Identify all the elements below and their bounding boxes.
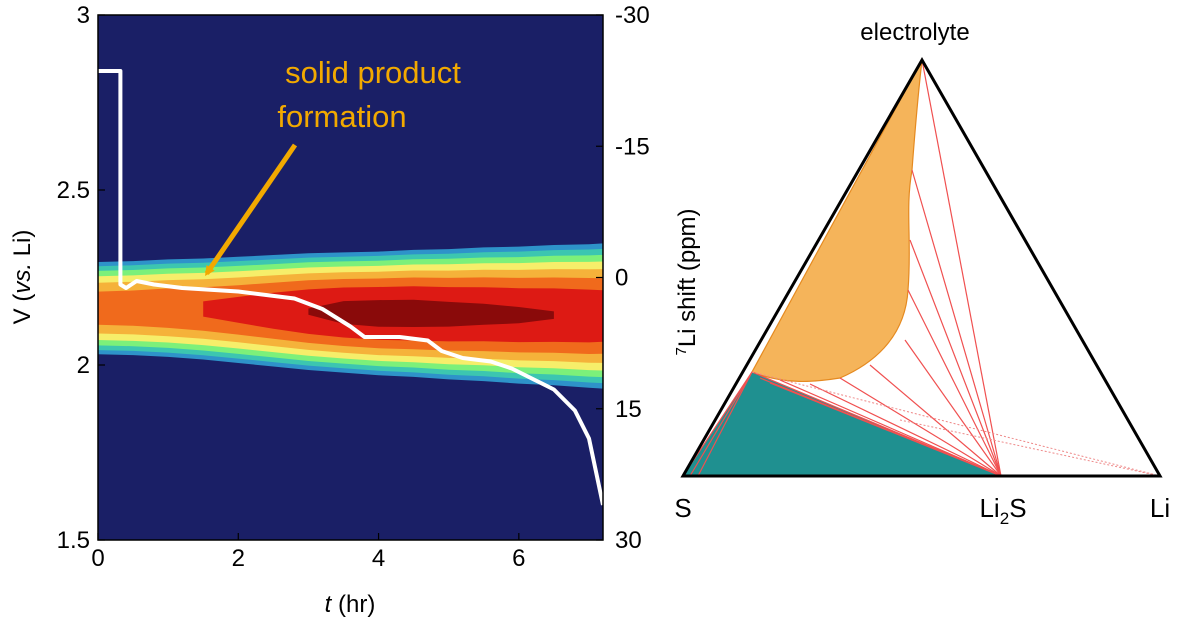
annotation-line-1: solid product (285, 55, 461, 90)
tie-lines (682, 59, 1002, 477)
x-tick-label: 6 (512, 545, 525, 572)
y2-axis-label: 7Li shift (ppm) (673, 208, 701, 355)
y2-tick-label: 15 (615, 396, 642, 423)
annotation-arrow (204, 143, 298, 276)
y-tick-label: 3 (77, 2, 90, 29)
ternary-triangle (680, 56, 1163, 478)
y2-axis-ticks: -30 -15 0 15 30 (596, 2, 650, 554)
x-axis-ticks: 0 2 4 6 (91, 533, 526, 572)
y2-tick-label: 0 (615, 265, 628, 292)
ternary-phase-diagram: electrolyte S Li2S Li (674, 19, 1170, 528)
x-axis-label: t (hr) (325, 591, 376, 618)
y2-tick-label: -30 (615, 2, 650, 29)
x-tick-label: 4 (372, 545, 385, 572)
y-tick-label: 2 (77, 352, 90, 379)
y2-tick-label: 30 (615, 527, 642, 554)
dotted-tie-line-2 (899, 419, 1161, 477)
y2-tick-label: -15 (615, 133, 650, 160)
voltage-curve (98, 69, 605, 506)
annotation-line-2: formation (277, 99, 406, 134)
x-tick-label: 2 (232, 545, 245, 572)
li2s-sulfur-region (683, 372, 1001, 476)
contour-level-7 (308, 299, 554, 327)
electrolyte-solution-region (751, 59, 923, 382)
vertex-label-middle: Li2S (979, 493, 1026, 528)
vertex-label-top: electrolyte (860, 19, 969, 46)
y-axis-label: V (vs. Li) (9, 230, 36, 325)
vertex-label-right: Li (1150, 493, 1170, 523)
vertex-label-left: S (674, 493, 691, 523)
y-axis-ticks: 1.5 2 2.5 3 (57, 2, 105, 554)
x-tick-label: 0 (91, 545, 104, 572)
y-tick-label: 2.5 (57, 177, 90, 204)
y-tick-label: 1.5 (57, 527, 90, 554)
